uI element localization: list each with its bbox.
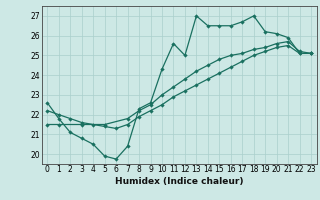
X-axis label: Humidex (Indice chaleur): Humidex (Indice chaleur) bbox=[115, 177, 244, 186]
